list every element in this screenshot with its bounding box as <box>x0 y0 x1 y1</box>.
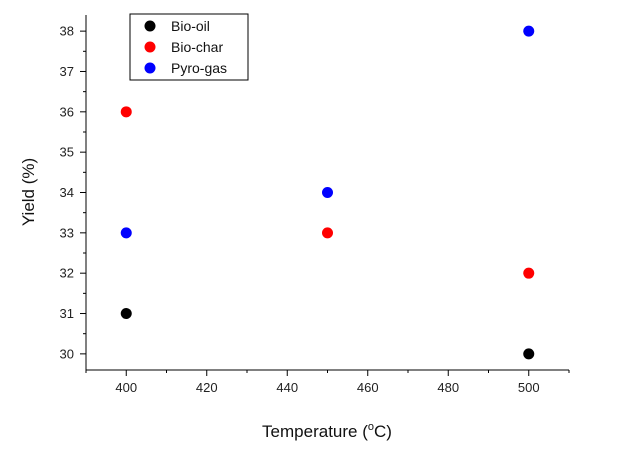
x-tick-label: 420 <box>196 380 218 395</box>
data-point-bio-char <box>322 227 333 239</box>
y-tick-label: 33 <box>60 225 74 240</box>
x-tick-label: 400 <box>115 380 137 395</box>
data-point-bio-oil <box>120 308 132 320</box>
data-point-bio-char <box>523 267 535 279</box>
legend-marker-pyro-gas <box>144 62 156 74</box>
y-tick-label: 35 <box>60 145 74 160</box>
legend: Bio-oil Bio-char Pyro-gas <box>129 13 249 81</box>
data-point-bio-oil <box>523 348 535 360</box>
x-tick-label: 500 <box>518 380 540 395</box>
data-points <box>120 25 535 360</box>
y-tick-label: 37 <box>60 64 74 79</box>
y-tick-label: 31 <box>60 306 74 321</box>
axis-ticks: 400 420 440 460 480 500 30 31 32 33 34 35 36 37 38 <box>60 24 570 395</box>
data-point-pyro-gas <box>322 187 333 198</box>
legend-marker-bio-oil <box>144 20 156 32</box>
legend-marker-bio-char <box>144 41 156 53</box>
x-tick-label: 440 <box>276 380 298 395</box>
legend-label-bio-char: Bio-char <box>171 39 223 55</box>
legend-label-bio-oil: Bio-oil <box>171 18 210 34</box>
y-tick-label: 32 <box>60 266 74 281</box>
x-tick-label: 480 <box>437 380 459 395</box>
y-tick-label: 30 <box>60 346 74 361</box>
y-axis-label: Yield (%) <box>19 158 38 226</box>
y-tick-label: 36 <box>60 104 74 119</box>
y-tick-label: 34 <box>60 185 74 200</box>
legend-label-pyro-gas: Pyro-gas <box>171 60 227 76</box>
x-axis-label: Temperature (oC) <box>262 421 392 441</box>
data-point-pyro-gas <box>120 227 132 239</box>
y-tick-label: 38 <box>60 24 74 39</box>
x-tick-label: 460 <box>357 380 379 395</box>
data-point-pyro-gas <box>523 25 535 37</box>
data-point-bio-char <box>120 106 132 118</box>
